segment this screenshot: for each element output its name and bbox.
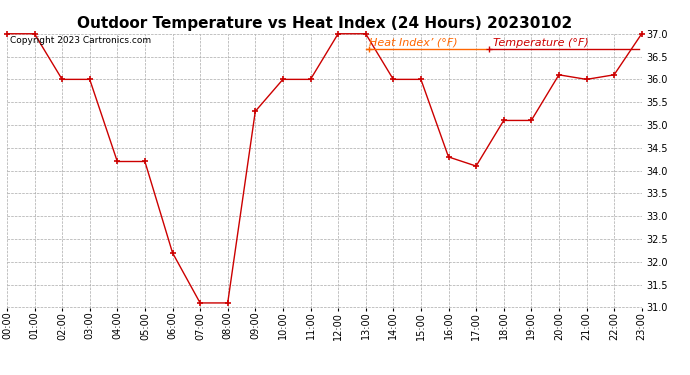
Text: Temperature (°F): Temperature (°F) [493, 38, 589, 48]
Title: Outdoor Temperature vs Heat Index (24 Hours) 20230102: Outdoor Temperature vs Heat Index (24 Ho… [77, 16, 572, 31]
Text: Heat Index’ (°F): Heat Index’ (°F) [368, 38, 457, 48]
Text: Copyright 2023 Cartronics.com: Copyright 2023 Cartronics.com [10, 36, 151, 45]
